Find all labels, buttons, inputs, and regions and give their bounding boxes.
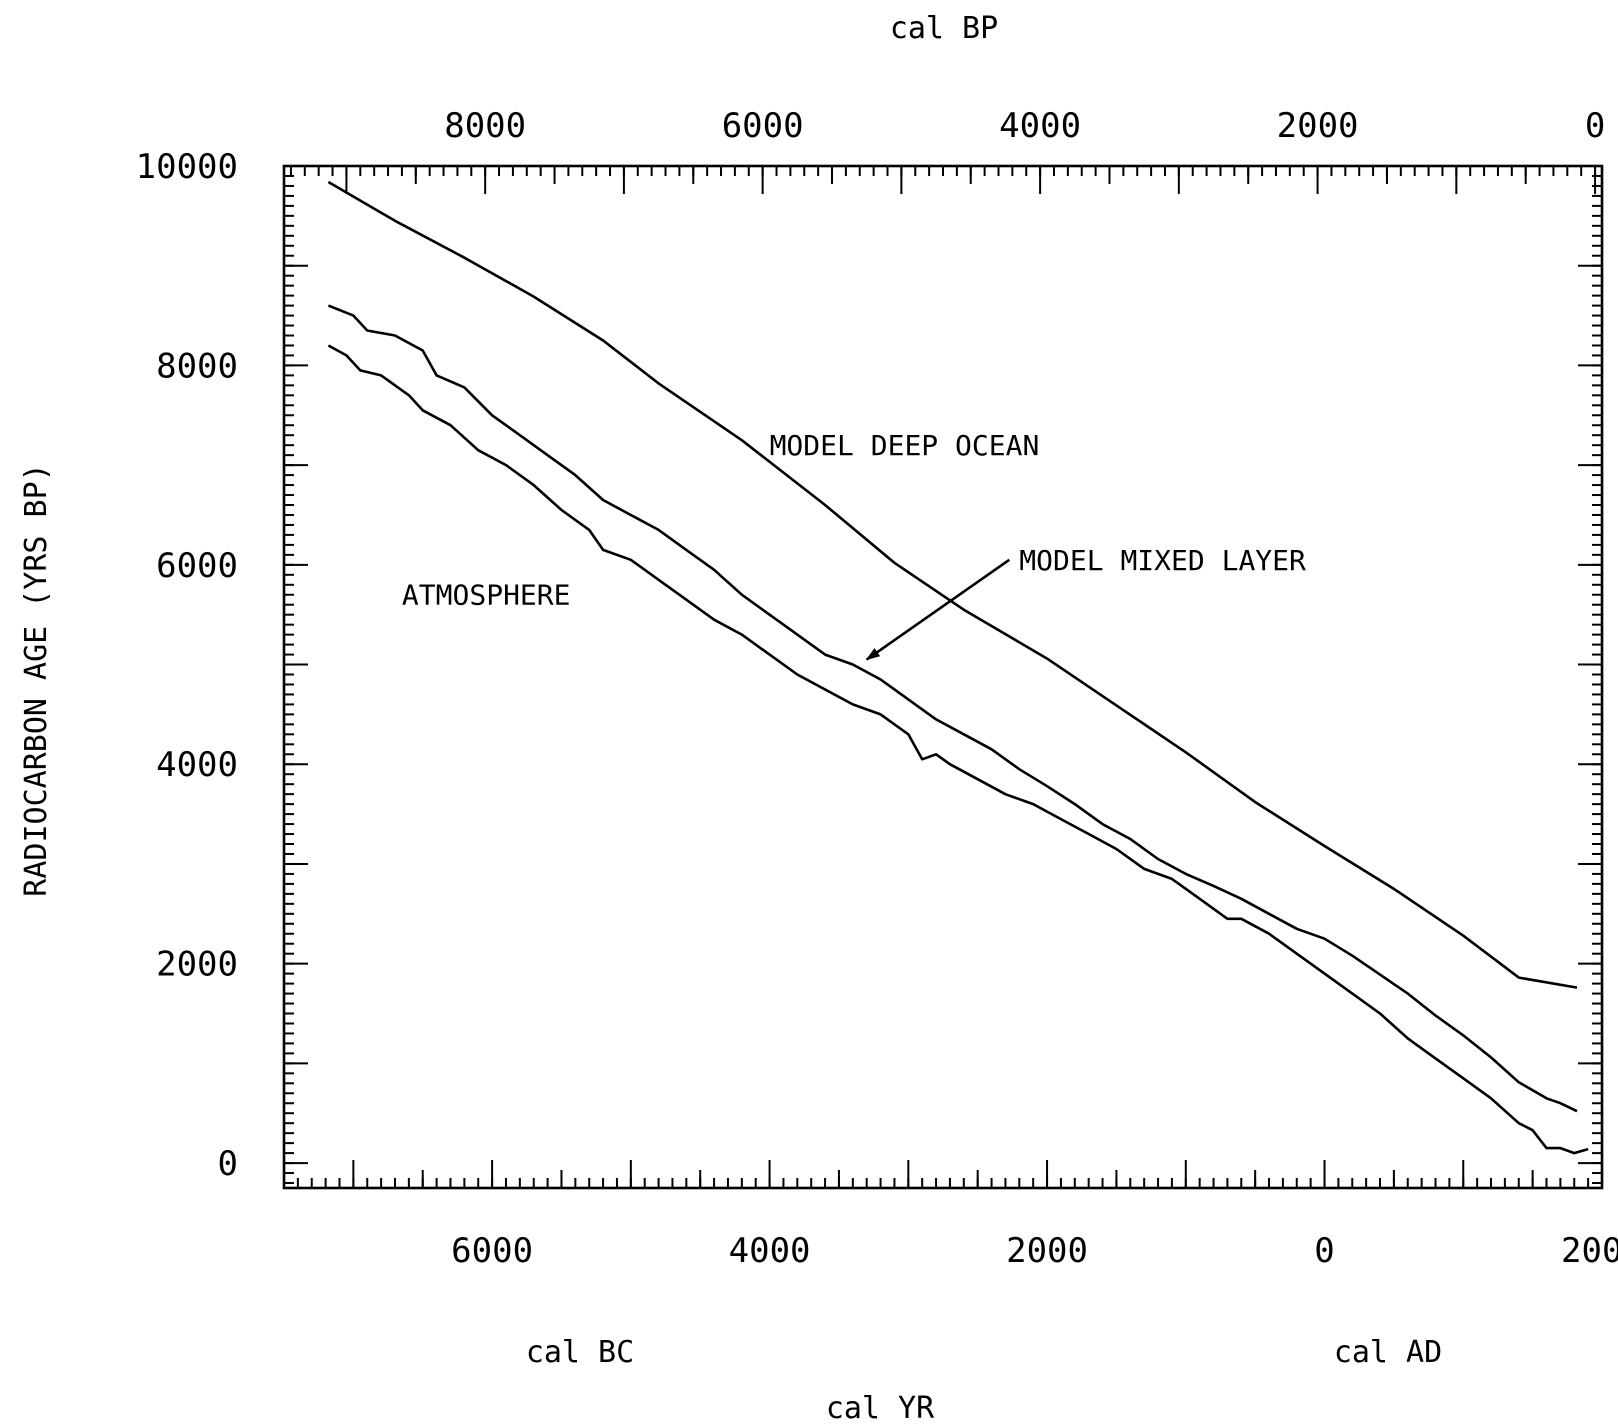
annotation-label: ATMOSPHERE xyxy=(402,579,571,612)
top-axis-title: cal BP xyxy=(890,11,998,46)
major-ticks xyxy=(284,165,1603,1188)
bottom-tick-label: 2000 xyxy=(1006,1231,1088,1271)
tick-labels: 6000 4000 2000 0 2000 8000 6000 4000 2000 0 0 2000 4… xyxy=(136,106,1618,1271)
x-era-right-label: cal AD xyxy=(1334,1335,1442,1370)
annotation-label: MODEL DEEP OCEAN xyxy=(770,429,1040,462)
top-tick-label: 6000 xyxy=(722,106,804,146)
top-tick-label: 0 xyxy=(1585,106,1605,146)
bottom-tick-label: 6000 xyxy=(451,1231,533,1271)
bottom-tick-label: 2000 xyxy=(1561,1231,1618,1271)
y-tick-label: 6000 xyxy=(156,546,238,586)
top-tick-label: 2000 xyxy=(1277,106,1359,146)
y-tick-label: 8000 xyxy=(156,346,238,386)
x-era-left-label: cal BC xyxy=(526,1335,634,1370)
annotation-arrow xyxy=(865,558,1011,661)
series-line-1 xyxy=(327,180,1578,989)
series-line-3 xyxy=(327,344,1589,1155)
y-tick-label: 2000 xyxy=(156,945,238,985)
y-tick-label: 4000 xyxy=(156,745,238,785)
y-tick-label: 10000 xyxy=(136,147,238,187)
annotations: MODEL DEEP OCEAN MODEL MIXED LAYER ATMOSPH… xyxy=(402,429,1306,661)
annotation-label: MODEL MIXED LAYER xyxy=(1019,544,1306,577)
top-tick-label: 4000 xyxy=(999,106,1081,146)
series-line-2 xyxy=(327,304,1578,1113)
bottom-tick-label: 0 xyxy=(1314,1231,1334,1271)
y-tick-label: 0 xyxy=(218,1144,238,1184)
series-lines xyxy=(327,180,1589,1155)
bottom-axis-title: cal YR xyxy=(826,1391,935,1425)
top-tick-label: 8000 xyxy=(444,106,526,146)
y-axis-title: RADIOCARBON AGE (YRS BP) xyxy=(19,463,54,896)
minor-ticks xyxy=(284,165,1603,1188)
bottom-tick-label: 4000 xyxy=(729,1231,811,1271)
